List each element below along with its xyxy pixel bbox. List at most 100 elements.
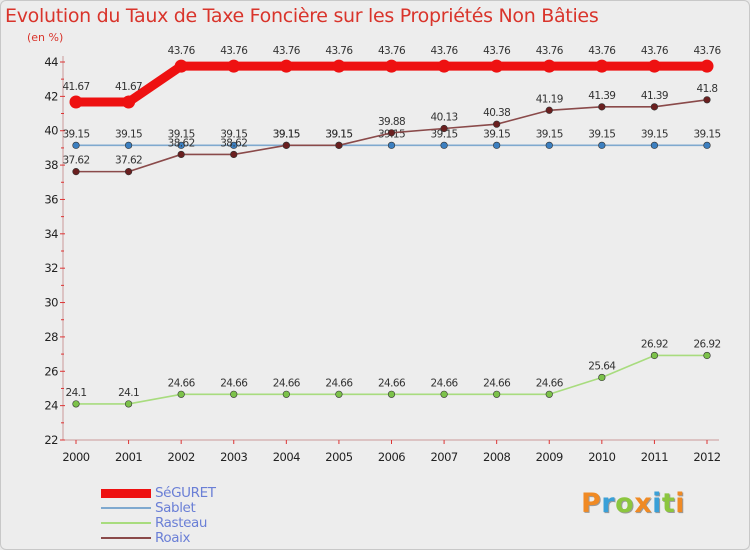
data-label: 43.76: [431, 45, 459, 57]
data-point: [124, 400, 133, 408]
data-point: [387, 141, 396, 149]
data-label: 38.62: [220, 137, 247, 149]
y-axis-unit: (en %): [27, 31, 64, 44]
data-point: [177, 150, 185, 159]
legend-swatch: [101, 507, 151, 509]
data-label: 24.66: [536, 377, 564, 389]
data-point: [650, 103, 659, 111]
data-point: [595, 59, 609, 73]
x-tick-label: 2001: [115, 450, 142, 464]
data-label: 41.39: [641, 90, 668, 102]
data-label: 39.15: [641, 128, 668, 140]
data-point: [545, 390, 553, 398]
data-point: [598, 141, 606, 149]
y-tick-label: 30: [44, 296, 58, 310]
data-point: [174, 59, 188, 73]
data-label: 39.15: [588, 128, 615, 140]
data-point: [335, 390, 343, 398]
data-label: 39.15: [273, 128, 300, 140]
chart-legend: SéGURET Sablet Rasteau Roaix: [101, 485, 301, 546]
data-point: [332, 59, 346, 73]
data-label: 41.67: [62, 81, 89, 93]
data-point: [542, 59, 556, 73]
data-point: [650, 351, 659, 360]
logo-letter: o: [615, 488, 635, 519]
data-point: [703, 141, 711, 149]
x-tick-label: 2009: [536, 450, 563, 464]
data-label: 39.15: [168, 128, 195, 140]
y-tick-label: 38: [44, 158, 58, 172]
y-tick-label: 32: [44, 261, 58, 275]
data-point: [335, 141, 343, 149]
data-label: 43.76: [693, 45, 721, 57]
data-point: [177, 141, 185, 149]
data-label: 39.15: [431, 128, 458, 140]
data-point: [230, 150, 238, 159]
data-point: [440, 141, 448, 149]
logo-letter: r: [601, 488, 616, 519]
logo-letter: i: [652, 488, 662, 519]
y-tick-label: 42: [44, 89, 58, 103]
data-label: 24.66: [325, 377, 353, 389]
data-point: [493, 390, 501, 398]
legend-item-rasteau: Rasteau: [101, 515, 301, 531]
data-label: 41.8: [697, 83, 718, 95]
data-label: 43.76: [273, 45, 301, 57]
data-point: [282, 141, 290, 149]
legend-swatch: [101, 522, 151, 524]
legend-label: Roaix: [155, 530, 191, 546]
data-point: [69, 95, 83, 109]
x-tick-label: 2007: [430, 450, 457, 464]
data-label: 43.76: [168, 45, 196, 57]
data-label: 26.92: [693, 338, 720, 350]
data-label: 41.67: [115, 81, 142, 93]
data-label: 39.15: [115, 128, 142, 140]
data-point: [598, 103, 606, 111]
data-point: [124, 141, 133, 149]
legend-label: Rasteau: [155, 515, 208, 531]
series-layer: 39.15 39.15 39.15 39.15 39.15 39.15 39.15 39.15…: [62, 45, 722, 408]
data-label: 24.66: [483, 377, 511, 389]
data-point: [650, 141, 659, 149]
data-label: 43.76: [220, 45, 248, 57]
y-tick-label: 24: [44, 399, 58, 413]
data-label: 24.66: [431, 377, 459, 389]
data-label: 39.15: [325, 128, 352, 140]
data-point: [230, 141, 238, 149]
x-tick-label: 2002: [168, 450, 195, 464]
data-label: 37.62: [115, 155, 142, 167]
data-point: [493, 120, 501, 128]
x-tick-label: 2003: [220, 450, 247, 464]
data-label: 43.76: [325, 45, 353, 57]
legend-item-sablet: Sablet: [101, 500, 301, 516]
data-label: 41.19: [536, 93, 563, 105]
data-label: 39.15: [693, 128, 720, 140]
y-tick-label: 36: [44, 192, 58, 206]
data-label: 37.62: [62, 155, 89, 167]
legend-label: Sablet: [155, 500, 196, 516]
data-point: [72, 168, 80, 176]
x-tick-label: 2004: [273, 450, 300, 464]
data-point: [72, 400, 80, 408]
proxiti-logo: Proxiti: [581, 488, 685, 519]
data-label: 24.1: [118, 387, 139, 399]
data-label: 38.62: [168, 137, 195, 149]
data-point: [598, 373, 606, 382]
data-label: 39.15: [325, 128, 352, 140]
data-label: 41.39: [588, 90, 615, 102]
legend-swatch: [101, 488, 151, 498]
logo-letter: i: [675, 488, 686, 519]
data-label: 24.66: [273, 377, 301, 389]
legend-item-roaix: Roaix: [101, 530, 301, 546]
chart-title: Evolution du Taux de Taxe Foncière sur l…: [5, 5, 599, 27]
data-label: 40.13: [431, 111, 458, 123]
y-tick-label: 26: [44, 364, 58, 378]
data-point: [282, 390, 290, 398]
data-point: [124, 168, 133, 176]
legend-swatch: [101, 537, 151, 539]
data-label: 25.64: [588, 360, 616, 372]
series-rasteau: 24.1 24.1 24.66 24.66 24.66 24.66 24.66 24.66 24…: [66, 338, 721, 408]
